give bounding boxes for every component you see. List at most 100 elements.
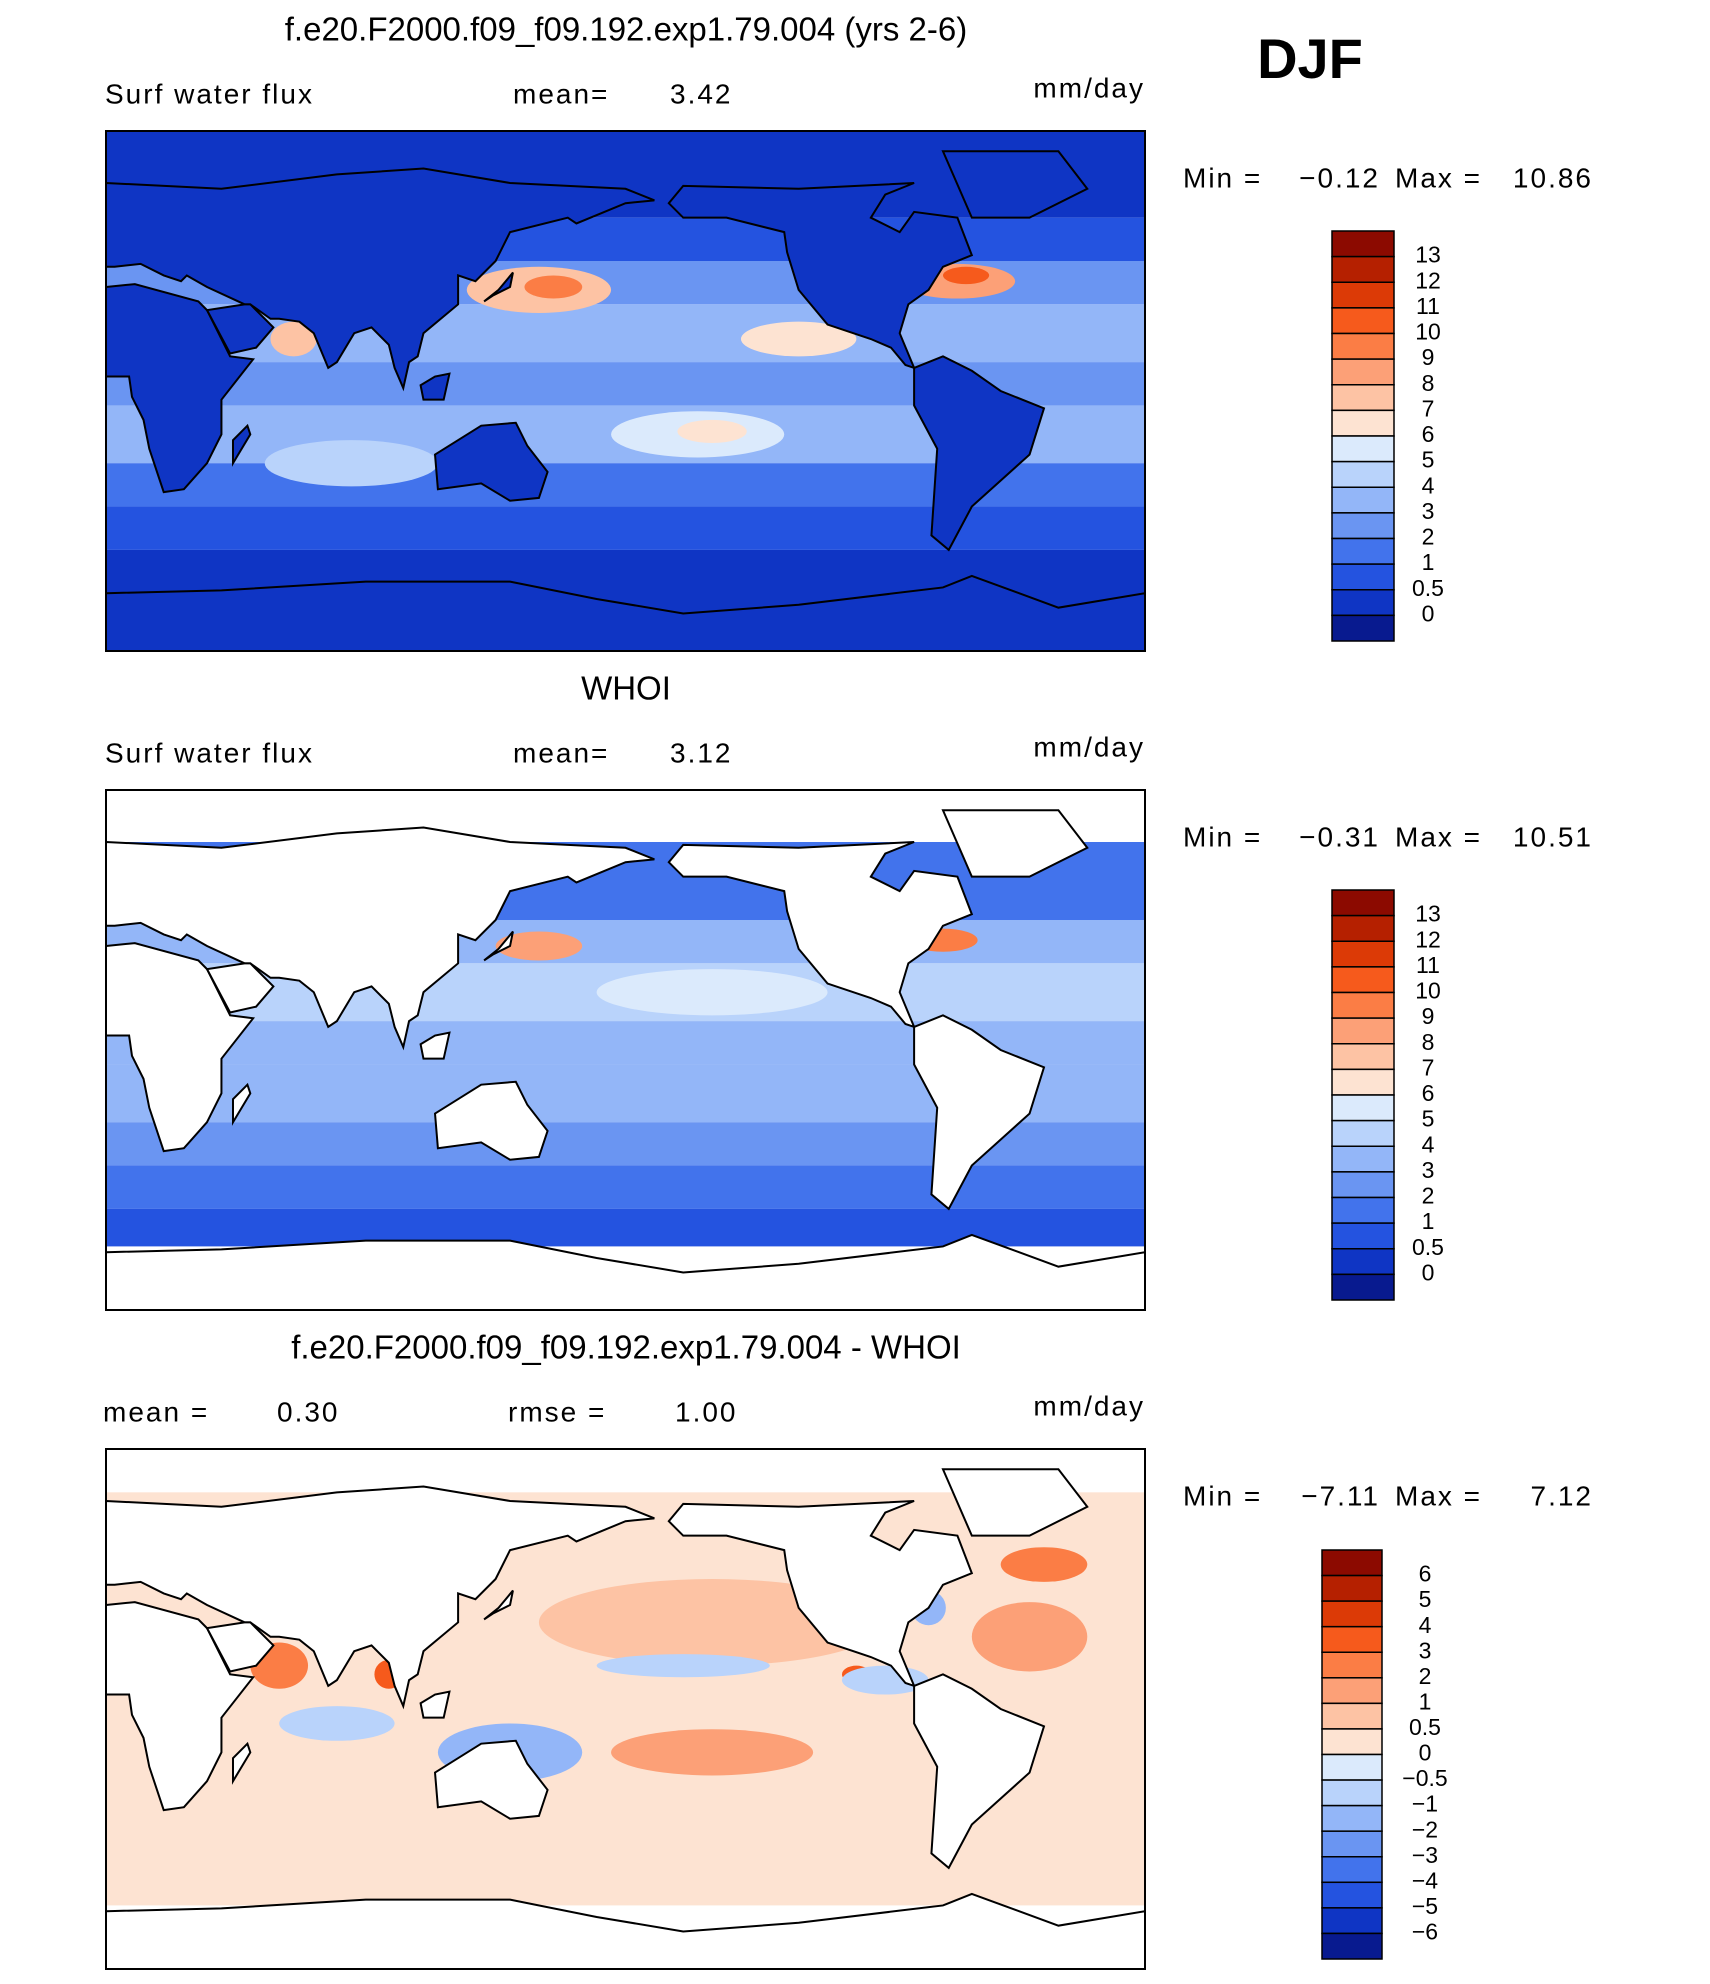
continent <box>483 930 514 962</box>
continent <box>667 841 974 1029</box>
colorbar-box <box>1331 1222 1395 1250</box>
colorbar-label: 5 <box>1419 1586 1432 1612</box>
colorbar-box <box>1321 1625 1383 1653</box>
continent <box>941 1468 1089 1537</box>
continent <box>483 271 514 303</box>
panel-title: f.e20.F2000.f09_f09.192.exp1.79.004 (yrs… <box>285 11 967 48</box>
colorbar-box <box>1331 1068 1395 1096</box>
max-label: Max = <box>1395 1480 1482 1511</box>
max-label: Max = <box>1395 162 1482 193</box>
colorbar-box <box>1331 1094 1395 1122</box>
colorbar-label: 9 <box>1422 1003 1435 1029</box>
colorbar-label: 4 <box>1422 472 1435 498</box>
colorbar-label: −6 <box>1412 1919 1438 1945</box>
colorbar-label: −0.5 <box>1402 1765 1447 1791</box>
colorbar-box <box>1321 1574 1383 1602</box>
continent <box>106 1485 655 1710</box>
colorbar-box <box>1331 435 1395 463</box>
field-band <box>106 1165 1145 1209</box>
colorbar-box <box>1321 1677 1383 1705</box>
units: mm/day <box>1033 1390 1145 1421</box>
colorbar-box <box>1331 889 1395 917</box>
field-blob <box>495 931 583 961</box>
colorbar-label: 6 <box>1422 1080 1435 1106</box>
min-value: −7.11 <box>1301 1480 1380 1511</box>
colorbar-box <box>1331 1248 1395 1276</box>
stat-value: 3.12 <box>670 737 733 768</box>
colorbar-box <box>1331 512 1395 540</box>
stat-value: 1.00 <box>675 1396 738 1427</box>
colorbar-label: 6 <box>1422 421 1435 447</box>
stat-value: 3.42 <box>670 78 733 109</box>
units: mm/day <box>1033 72 1145 103</box>
colorbar-box <box>1321 1907 1383 1935</box>
continent <box>433 1080 549 1161</box>
units: mm/day <box>1033 731 1145 762</box>
continent <box>106 167 655 392</box>
colorbar-box <box>1331 966 1395 994</box>
max-value: 10.86 <box>1513 162 1593 193</box>
continent <box>106 942 256 1153</box>
colorbar-box <box>1321 1600 1383 1628</box>
continent <box>667 1500 974 1688</box>
field-blob <box>270 321 317 357</box>
colorbar-box <box>1321 1651 1383 1679</box>
map-frame <box>105 1448 1146 1970</box>
field-blob <box>677 419 747 444</box>
map <box>105 130 1146 652</box>
continent <box>941 150 1089 219</box>
colorbar-box <box>1331 1196 1395 1224</box>
max-value: 10.51 <box>1513 821 1593 852</box>
map-field <box>106 131 1145 651</box>
colorbar-label: −1 <box>1412 1791 1438 1817</box>
map-field <box>106 790 1145 1310</box>
continent <box>106 1233 1145 1310</box>
field-blob <box>596 1654 770 1678</box>
season-label: DJF <box>1257 27 1363 90</box>
colorbar-label: 0.5 <box>1412 575 1444 601</box>
colorbar-label: −3 <box>1412 1842 1438 1868</box>
colorbar-box <box>1331 940 1395 968</box>
continent <box>483 1589 514 1621</box>
field-blob <box>740 321 857 357</box>
colorbar-box <box>1331 614 1395 642</box>
colorbar-label: 2 <box>1419 1663 1432 1689</box>
continent <box>106 826 655 1051</box>
colorbar-label: 3 <box>1422 498 1435 524</box>
min-label: Min = <box>1183 821 1262 852</box>
colorbar-label: 11 <box>1416 293 1440 319</box>
colorbar-label: 0 <box>1419 1740 1432 1766</box>
max-label: Max = <box>1395 821 1482 852</box>
colorbar-label: 10 <box>1415 319 1441 345</box>
continent <box>106 1601 256 1812</box>
colorbar-box <box>1331 991 1395 1019</box>
continent <box>231 423 252 467</box>
colorbar-label: 0.5 <box>1412 1234 1444 1260</box>
field-blob <box>1000 1547 1088 1582</box>
continent <box>913 1014 1046 1211</box>
colorbar-label: 12 <box>1415 267 1441 293</box>
colorbar-box <box>1331 1043 1395 1071</box>
continent <box>433 1739 549 1820</box>
max-value: 7.12 <box>1531 1480 1594 1511</box>
colorbar-box <box>1331 589 1395 617</box>
colorbar-box <box>1331 384 1395 412</box>
colorbar-label: 7 <box>1422 395 1435 421</box>
colorbar-box <box>1331 486 1395 514</box>
min-label: Min = <box>1183 1480 1262 1511</box>
field-band <box>106 506 1145 550</box>
colorbar-box <box>1331 1145 1395 1173</box>
colorbar-label: 4 <box>1422 1131 1435 1157</box>
stat-value: 0.30 <box>277 1396 340 1427</box>
continent <box>106 283 256 494</box>
colorbar-box <box>1331 460 1395 488</box>
colorbar-label: 9 <box>1422 344 1435 370</box>
continent <box>667 182 974 370</box>
colorbar-box <box>1331 1273 1395 1301</box>
colorbar-label: 12 <box>1415 926 1441 952</box>
field-blob <box>942 266 990 285</box>
map-field <box>106 1449 1145 1969</box>
colorbar-box <box>1331 563 1395 591</box>
